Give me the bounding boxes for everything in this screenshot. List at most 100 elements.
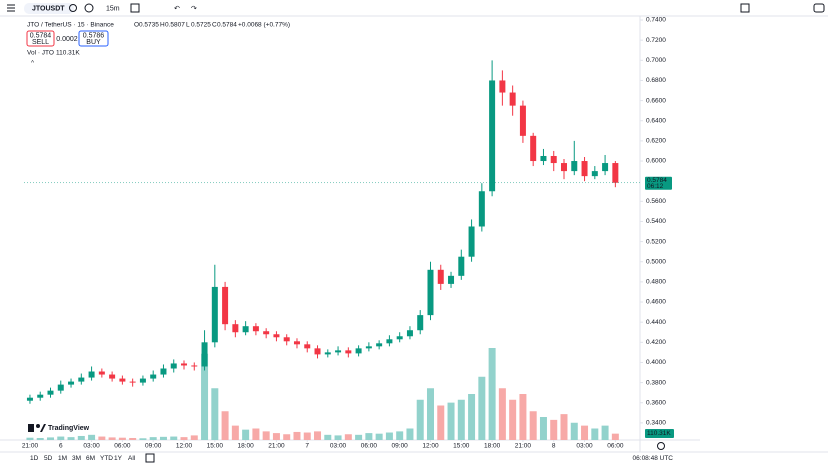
candle-body <box>406 330 413 337</box>
candle-body <box>468 226 475 257</box>
volume-bar <box>385 432 393 440</box>
y-tick-label: 0.5600 <box>646 198 666 205</box>
spread: 0.0002 <box>56 36 78 43</box>
y-tick-label: 0.4200 <box>646 339 666 346</box>
logo-text: TradingView <box>48 425 90 432</box>
candle-body <box>222 286 229 325</box>
last-price-box <box>645 176 672 190</box>
l-label: L <box>186 22 190 29</box>
y-tick-label: 0.6000 <box>646 158 666 165</box>
candle-body <box>191 365 198 367</box>
x-tick-label: 06:00 <box>361 443 378 450</box>
candle-body <box>88 371 95 378</box>
volume-legend: Vol · JTO <box>27 50 54 57</box>
x-tick-label: 03:00 <box>576 443 593 450</box>
compare-icon[interactable] <box>69 4 77 12</box>
timeframe-button[interactable]: 1D <box>30 455 39 462</box>
candle-body <box>160 368 167 375</box>
candle-body <box>232 324 239 333</box>
timeframe-button[interactable]: YTD <box>100 455 113 462</box>
volume-bar <box>539 417 547 440</box>
x-tick-label: 6 <box>59 443 63 450</box>
indicators-icon[interactable] <box>130 3 140 13</box>
candle-body <box>591 171 598 177</box>
candle-body <box>561 163 568 172</box>
volume-bar <box>159 436 167 440</box>
candle-body <box>139 378 146 383</box>
candle-body <box>263 331 270 335</box>
menu-icon[interactable] <box>7 4 15 12</box>
volume-bar <box>139 438 147 440</box>
y-tick-label: 0.4000 <box>646 359 666 366</box>
y-tick-label: 0.5200 <box>646 238 666 245</box>
y-tick-label: 0.4800 <box>646 279 666 286</box>
candle-body <box>437 269 444 284</box>
change: +0.0068 (+0.77%) <box>238 22 290 29</box>
candle-body <box>98 371 105 375</box>
h-label: H <box>160 22 165 29</box>
countdown-label: 06:12 <box>647 183 664 190</box>
clock: 06:08:48 UTC <box>633 455 674 462</box>
candle-body <box>355 348 362 354</box>
timeframe-button[interactable]: 3M <box>72 455 81 462</box>
buy-button[interactable] <box>78 30 109 47</box>
candle-body <box>509 92 516 106</box>
candle-body <box>129 381 136 383</box>
symbol-pill[interactable] <box>24 3 74 14</box>
volume-bar <box>252 428 260 440</box>
symbol[interactable]: JTOUSDT <box>32 5 65 12</box>
c-value: 0.5784 <box>217 22 237 29</box>
goto-icon[interactable] <box>657 442 665 450</box>
collapse-icon[interactable]: ^ <box>31 60 35 67</box>
y-tick-label: 0.6200 <box>646 138 666 145</box>
candle-body <box>68 381 75 385</box>
buy-label[interactable]: BUY <box>86 39 101 46</box>
add-icon[interactable] <box>84 3 94 13</box>
snapshot-icon[interactable] <box>813 3 825 13</box>
candle-body <box>365 346 372 349</box>
timeframe-button[interactable]: 6M <box>86 455 95 462</box>
candle-body <box>602 163 609 172</box>
timeframe-button[interactable]: 1Y <box>114 455 123 462</box>
timeframe-button[interactable]: 5D <box>44 455 53 462</box>
candle-body <box>335 350 342 353</box>
x-tick-label: 09:00 <box>392 443 409 450</box>
candle-body <box>499 80 506 93</box>
volume-bar <box>406 428 414 440</box>
date-range-icon[interactable] <box>145 453 155 463</box>
redo-icon[interactable]: ↷ <box>191 5 197 12</box>
volume-bar <box>591 428 599 440</box>
y-tick-label: 0.6800 <box>646 77 666 84</box>
candle-body <box>119 378 126 382</box>
volume-bar <box>242 429 250 440</box>
layout-icon[interactable] <box>740 3 750 13</box>
sell-button[interactable] <box>26 30 55 47</box>
volume-bar <box>190 435 198 440</box>
sell-price[interactable]: 0.5784 <box>30 32 52 39</box>
y-tick-label: 0.3400 <box>646 420 666 427</box>
volume-bar <box>170 436 178 440</box>
volume-bar <box>36 437 44 440</box>
volume-bar <box>77 435 85 440</box>
volume-bar <box>570 422 578 440</box>
timeframe-button[interactable]: All <box>128 455 136 462</box>
undo-icon[interactable]: ↶ <box>174 5 180 12</box>
candle-body <box>170 363 177 369</box>
y-tick-label: 0.4400 <box>646 319 666 326</box>
sell-label[interactable]: SELL <box>32 39 49 46</box>
timeframe-button[interactable]: 1M <box>58 455 67 462</box>
l-value: 0.5725 <box>191 22 211 29</box>
c-label: C <box>212 22 217 29</box>
buy-price[interactable]: 0.5786 <box>83 32 105 39</box>
candle-body <box>345 350 352 354</box>
volume-bar <box>98 436 106 440</box>
interval[interactable]: 15m <box>106 5 120 12</box>
x-tick-label: 18:00 <box>237 443 254 450</box>
timeframes: 1D 5D 1M 3M 6M YTD 1Y All <box>30 455 136 462</box>
candle-body <box>571 161 578 172</box>
volume-bar <box>293 431 301 440</box>
volume-bar <box>180 437 188 440</box>
volume-bar <box>478 376 486 440</box>
y-tick-label: 0.5400 <box>646 218 666 225</box>
